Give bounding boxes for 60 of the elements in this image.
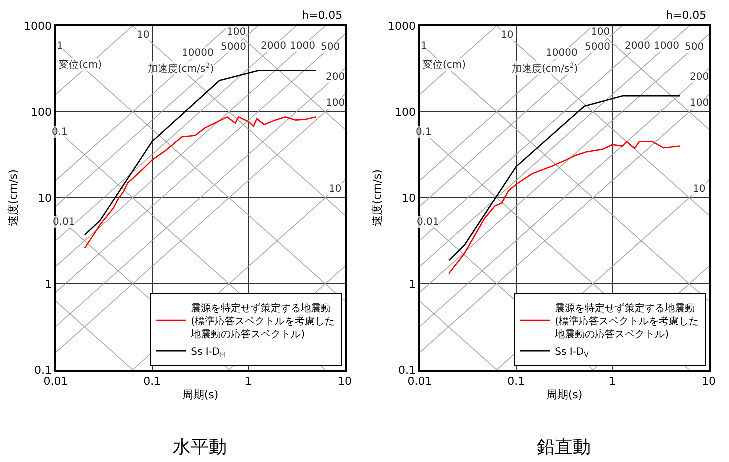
text: h=0.05	[302, 9, 343, 22]
annotation: 100	[227, 27, 246, 38]
annotation: 10	[137, 30, 150, 41]
annotation: 10000	[546, 48, 578, 59]
x-tick-label: 0.01	[44, 374, 68, 388]
annotation: 500	[685, 42, 704, 53]
annotation: 0.01	[53, 217, 76, 228]
y-tick-label: 1	[409, 278, 416, 291]
x-tick-label: 0.1	[144, 374, 162, 388]
annotation: 0.1	[52, 127, 68, 138]
annotation: 100	[326, 98, 346, 109]
legend-label: Ss I-D$_{H}$	[191, 346, 226, 360]
annotation: 0.1	[416, 127, 432, 138]
x-tick-label: 10	[702, 374, 716, 388]
annotation: 10	[329, 184, 342, 195]
x-tick-label: 1	[609, 374, 616, 388]
annotation: 1	[421, 41, 428, 52]
annotation: 500	[321, 42, 340, 53]
y-tick-label: 1000	[388, 20, 416, 33]
y-tick-label: 10	[38, 192, 52, 205]
annotation: 200	[690, 72, 710, 83]
annotation: 5000	[585, 42, 610, 53]
annotation: 10	[693, 184, 706, 195]
text: h=0.05	[666, 9, 707, 22]
x-tick-label: 0.1	[508, 374, 526, 388]
annotation: 1	[57, 41, 64, 52]
annotation: 5000	[221, 42, 246, 53]
legend-label: 震源を特定せず策定する地震動 (標準応答スペクトルを考慮した地震動の応答スペクトル)	[554, 302, 700, 340]
annotation: 100	[690, 98, 710, 109]
y-axis-title: 速度(cm/s)	[7, 170, 20, 226]
annotation: 10000	[182, 48, 214, 59]
annotation: 100	[591, 27, 610, 38]
y-tick-label: 100	[395, 106, 416, 119]
y-tick-label: 10	[402, 192, 416, 205]
annotation: 変位(cm)	[59, 59, 102, 71]
y-tick-label: 1	[45, 278, 52, 291]
x-axis-title: 周期(s)	[546, 388, 583, 402]
x-tick-label: 10	[338, 374, 352, 388]
annotation: 加速度(cm/s$^{2}$)	[512, 62, 578, 76]
x-tick-label: 1	[245, 374, 252, 388]
legend-label: Ss I-D$_{V}$	[555, 346, 590, 360]
y-tick-label: 0.1	[398, 364, 416, 377]
annotation: 200	[326, 72, 346, 83]
annotation: 加速度(cm/s$^{2}$)	[148, 62, 214, 76]
annotation: 0.01	[417, 217, 440, 228]
y-axis-title: 速度(cm/s)	[371, 170, 384, 226]
x-axis-title: 周期(s)	[182, 388, 219, 402]
x-tick-label: 0.01	[408, 374, 432, 388]
y-tick-label: 100	[31, 106, 52, 119]
text: 鉛直動	[537, 436, 592, 458]
annotation: 1000	[654, 41, 680, 52]
annotation: 10	[501, 30, 514, 41]
annotation: 2000	[625, 41, 650, 52]
annotation: 1000	[290, 41, 316, 52]
annotation: 変位(cm)	[423, 59, 466, 71]
y-tick-label: 1000	[24, 20, 52, 33]
legend-label: 震源を特定せず策定する地震動 (標準応答スペクトルを考慮した地震動の応答スペクトル)	[190, 302, 336, 340]
y-tick-label: 0.1	[34, 364, 52, 377]
text: 水平動	[173, 436, 228, 458]
annotation: 2000	[261, 41, 286, 52]
